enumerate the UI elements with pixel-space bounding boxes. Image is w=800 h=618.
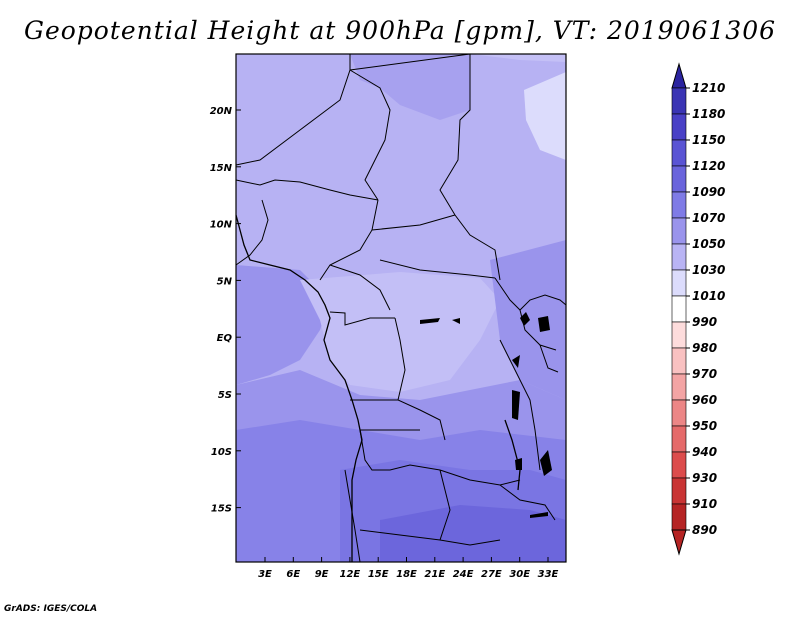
colorbar-label: 930 xyxy=(692,471,717,485)
latitude-axis: 20N 15N 10N 5N EQ 5S 10S 15S xyxy=(210,106,241,515)
colorbar-top-triangle xyxy=(671,62,687,89)
colorbar-label: 970 xyxy=(692,367,717,381)
colorbar-label: 910 xyxy=(692,497,717,511)
lon-tick-label: 12E xyxy=(340,569,361,580)
lon-tick-label: 33E xyxy=(538,569,559,580)
colorbar-label: 1180 xyxy=(692,107,725,121)
lat-tick-label: 20N xyxy=(210,106,233,117)
country-borders xyxy=(235,53,567,563)
chart-title: Geopotential Height at 900hPa [gpm], VT:… xyxy=(23,16,777,45)
colorbar-box xyxy=(671,451,687,479)
colorbar-label: 980 xyxy=(692,341,717,355)
colorbar-label: 940 xyxy=(692,445,717,459)
colorbar-label: 990 xyxy=(692,315,717,329)
colorbar-box xyxy=(671,217,687,245)
colorbar-box xyxy=(671,503,687,531)
colorbar-label: 960 xyxy=(692,393,717,407)
lat-tick-label: 10N xyxy=(210,220,233,231)
colorbar-box xyxy=(671,347,687,375)
colorbar-box xyxy=(671,269,687,297)
colorbar-box xyxy=(671,373,687,401)
lon-tick-label: 27E xyxy=(481,569,502,580)
lakes xyxy=(420,312,552,518)
colorbar-box xyxy=(671,477,687,505)
lon-tick-label: 18E xyxy=(396,569,417,580)
lat-tick-label: 5S xyxy=(218,390,232,401)
coastline xyxy=(235,214,521,562)
lon-tick-label: 24E xyxy=(453,569,474,580)
colorbar-box xyxy=(671,113,687,141)
lat-tick-label: 5N xyxy=(217,276,233,287)
colorbar-label: 1120 xyxy=(692,159,725,173)
longitude-axis: 3E 6E 9E 12E 15E 18E 21E 24E 27E 30E 33E xyxy=(258,557,559,580)
lon-tick-label: 30E xyxy=(509,569,530,580)
colorbar-box xyxy=(671,191,687,219)
colorbar-label: 890 xyxy=(692,523,717,537)
lon-tick-label: 9E xyxy=(315,569,329,580)
colorbar-label: 1050 xyxy=(692,237,725,251)
colorbar-label: 1070 xyxy=(692,211,725,225)
colorbar-bottom-triangle xyxy=(671,529,687,556)
colorbar-box xyxy=(671,139,687,167)
lat-tick-label: 15S xyxy=(211,504,232,515)
colorbar: 1210 1180 1150 1120 1090 1070 1050 1030 1010 990 9… xyxy=(671,62,725,556)
colorbar-box xyxy=(671,165,687,193)
lon-tick-label: 15E xyxy=(368,569,389,580)
map-frame xyxy=(235,53,567,563)
colorbar-label: 1090 xyxy=(692,185,725,199)
colorbar-label: 1150 xyxy=(692,133,725,147)
colorbar-box xyxy=(671,399,687,427)
colorbar-box xyxy=(671,321,687,349)
lat-tick-label: 10S xyxy=(211,447,232,458)
colorbar-box xyxy=(671,87,687,115)
colorbar-label: 1010 xyxy=(692,289,725,303)
lat-tick-label: EQ xyxy=(217,333,233,344)
lon-tick-label: 21E xyxy=(424,569,445,580)
colorbar-label: 1030 xyxy=(692,263,725,277)
lon-tick-label: 6E xyxy=(286,569,300,580)
colorbar-label: 950 xyxy=(692,419,717,433)
credit-label: GrADS: IGES/COLA xyxy=(4,604,98,614)
height-field xyxy=(236,54,566,562)
colorbar-box xyxy=(671,243,687,271)
colorbar-box xyxy=(671,295,687,323)
lat-tick-label: 15N xyxy=(210,163,233,174)
colorbar-label: 1210 xyxy=(692,81,725,95)
lon-tick-label: 3E xyxy=(258,569,272,580)
colorbar-box xyxy=(671,425,687,453)
